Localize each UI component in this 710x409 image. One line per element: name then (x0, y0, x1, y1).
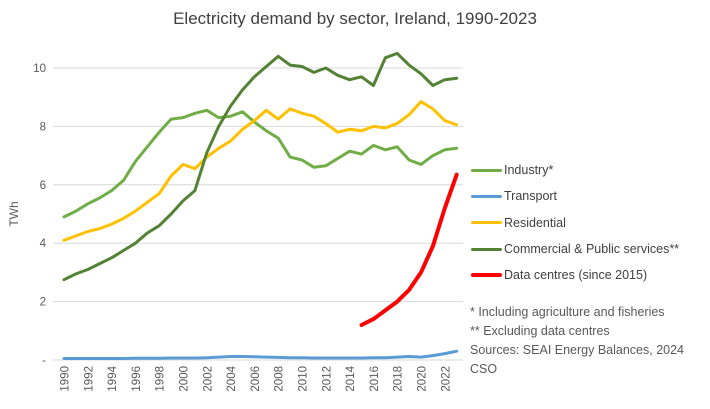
series-line-residential (62, 100, 459, 242)
legend-item-industry: Industry* (471, 157, 679, 183)
legend-swatch-commercial (471, 247, 502, 251)
y-tick-label: 2 (40, 297, 46, 309)
x-tick-label: 1996 (131, 366, 143, 392)
legend-label-residential: Residential (504, 215, 566, 230)
x-tick-label: 2014 (345, 365, 357, 391)
x-tick-label: 2022 (440, 366, 452, 392)
legend-item-transport: Transport (471, 183, 679, 209)
x-tick-label: 1994 (107, 365, 119, 391)
legend-swatch-data-centres (471, 273, 502, 278)
y-axis-title: TWh (7, 201, 21, 226)
x-tick-label: 1998 (155, 366, 167, 392)
footnote-agriculture: * Including agriculture and fisheries (470, 305, 665, 319)
series-line-industry (62, 108, 459, 219)
x-tick-label: 2000 (179, 366, 191, 392)
x-tick-label: 2016 (369, 366, 381, 392)
x-tick-label: 1990 (60, 366, 72, 392)
y-tick-label: 8 (40, 121, 46, 133)
y-tick-label: 6 (40, 180, 46, 192)
footnote-excluding: ** Excluding data centres (470, 324, 610, 338)
footnote-sources: Sources: SEAI Energy Balances, 2024 (470, 343, 685, 357)
x-tick-label: 2012 (321, 366, 333, 392)
x-tick-label: 2010 (298, 366, 310, 392)
x-tick-label: 2006 (250, 366, 262, 392)
chart-title: Electricity demand by sector, Ireland, 1… (173, 9, 537, 28)
y-tick-label: - (42, 355, 46, 367)
x-tick-label: 2008 (274, 366, 286, 392)
chart-footnotes: * Including agriculture and fisheries **… (470, 303, 708, 379)
legend-swatch-transport (471, 194, 502, 198)
y-tick-label: 4 (40, 238, 47, 250)
y-tick-label: 10 (33, 63, 46, 75)
legend-item-residential: Residential (471, 210, 679, 236)
series-line-commercial-public-services (62, 51, 459, 282)
legend-swatch-residential (471, 221, 502, 225)
legend-item-data-centres: Data centres (since 2015) (471, 262, 679, 288)
x-tick-label: 2002 (202, 366, 214, 392)
x-tick-label: 2018 (393, 366, 405, 392)
legend-label-industry: Industry* (504, 163, 554, 178)
legend-label-transport: Transport (504, 189, 558, 204)
x-tick-label: 2020 (417, 366, 429, 392)
x-tick-label: 2004 (226, 365, 238, 391)
legend-swatch-industry (471, 168, 502, 172)
series-line-transport (62, 349, 459, 360)
chart-legend: Industry* Transport Residential Commerci… (471, 157, 679, 288)
legend-item-commercial: Commercial & Public services** (471, 236, 679, 262)
x-tick-label: 1992 (83, 366, 95, 392)
legend-label-commercial: Commercial & Public services** (504, 242, 680, 257)
series-line-data-centres-since-2015 (359, 172, 459, 327)
legend-label-data-centres: Data centres (since 2015) (504, 268, 648, 283)
footnote-cso: CSO (470, 362, 498, 376)
